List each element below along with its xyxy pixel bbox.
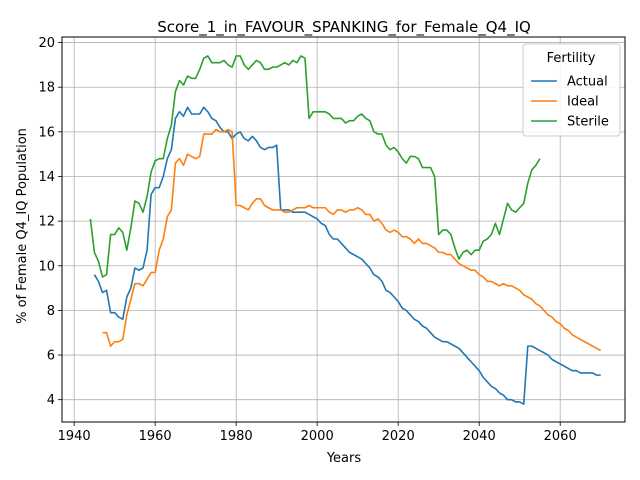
legend-label-actual: Actual [567, 75, 608, 90]
y-tick-label: 8 [47, 304, 55, 319]
legend: Fertility Actual Ideal Sterile [522, 43, 621, 137]
x-tick-label: 1960 [139, 429, 172, 444]
x-axis-label: Years [326, 451, 362, 466]
legend-title: Fertility [547, 51, 596, 66]
y-tick-label: 14 [38, 170, 55, 185]
x-axis-ticks: 1940 1960 1980 2000 2020 2040 2060 [58, 422, 577, 444]
y-tick-label: 20 [38, 36, 55, 51]
x-tick-label: 1980 [220, 429, 253, 444]
legend-label-sterile: Sterile [567, 115, 609, 130]
grid [62, 37, 625, 422]
x-tick-label: 2060 [544, 429, 577, 444]
legend-box [522, 43, 621, 137]
y-tick-label: 12 [38, 215, 55, 230]
y-tick-label: 16 [38, 125, 55, 140]
y-tick-label: 18 [38, 81, 55, 96]
plot-frame [61, 36, 626, 423]
y-tick-label: 6 [47, 349, 55, 364]
x-tick-label: 2020 [382, 429, 415, 444]
series-lines [89, 55, 602, 405]
y-axis-ticks: 4 6 8 10 12 14 16 18 20 [38, 36, 62, 408]
y-tick-label: 4 [47, 393, 55, 408]
chart-title: Score_1_in_FAVOUR_SPANKING_for_Female_Q4… [157, 18, 531, 37]
x-tick-label: 2040 [463, 429, 496, 444]
legend-entries: Actual Ideal Sterile [531, 75, 609, 130]
x-tick-label: 2000 [301, 429, 334, 444]
legend-label-ideal: Ideal [567, 95, 599, 110]
series-line-ideal [102, 128, 602, 352]
y-axis-label: % of Female Q4_IQ Population [15, 128, 30, 324]
x-tick-label: 1940 [58, 429, 91, 444]
series-line-sterile [89, 55, 541, 278]
y-tick-label: 10 [38, 259, 55, 274]
series-line-actual [93, 106, 601, 405]
